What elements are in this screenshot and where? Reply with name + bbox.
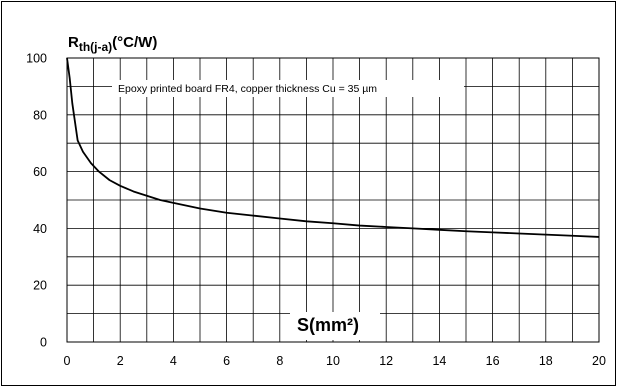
x-tick-label: 10 [326, 354, 340, 368]
y-axis-label: Rth(j-a)(°C/W) [68, 34, 157, 54]
x-axis-label: S(mm²) [297, 315, 359, 335]
plot-border [66, 57, 600, 343]
x-axis-label-background [290, 312, 380, 340]
x-tick-label: 12 [379, 354, 393, 368]
x-tick-label: 20 [592, 354, 606, 368]
x-tick-label: 8 [276, 354, 283, 368]
x-axis-label-group: S(mm²) [290, 312, 380, 340]
y-tick-label: 60 [33, 165, 47, 179]
y-axis-label-unit: (°C/W) [112, 34, 157, 51]
x-tick-label: 18 [539, 354, 553, 368]
x-tick-label: 0 [64, 354, 71, 368]
y-tick-label: 20 [33, 279, 47, 293]
y-tick-label: 100 [26, 52, 47, 66]
y-axis-label-subscript: th(j-a) [79, 40, 112, 54]
y-tick-label: 0 [40, 336, 47, 350]
x-tick-label: 16 [486, 354, 500, 368]
annotation-background [112, 80, 464, 97]
annotation: Epoxy printed board FR4, copper thicknes… [112, 80, 464, 97]
grid [66, 57, 600, 343]
y-axis-label-main: R [68, 34, 79, 51]
series-group [66, 57, 600, 238]
series-line [66, 57, 600, 238]
x-tick-label: 14 [432, 354, 446, 368]
x-tick-label: 6 [223, 354, 230, 368]
tick-labels: 0 2 4 6 8 10 12 14 16 18 20 0 20 40 60 80 100 [26, 52, 606, 369]
x-tick-label: 2 [117, 354, 124, 368]
y-tick-label: 80 [33, 108, 47, 122]
x-tick-label: 4 [170, 354, 177, 368]
annotation-text: Epoxy printed board FR4, copper thicknes… [118, 83, 377, 95]
y-tick-label: 40 [33, 222, 47, 236]
